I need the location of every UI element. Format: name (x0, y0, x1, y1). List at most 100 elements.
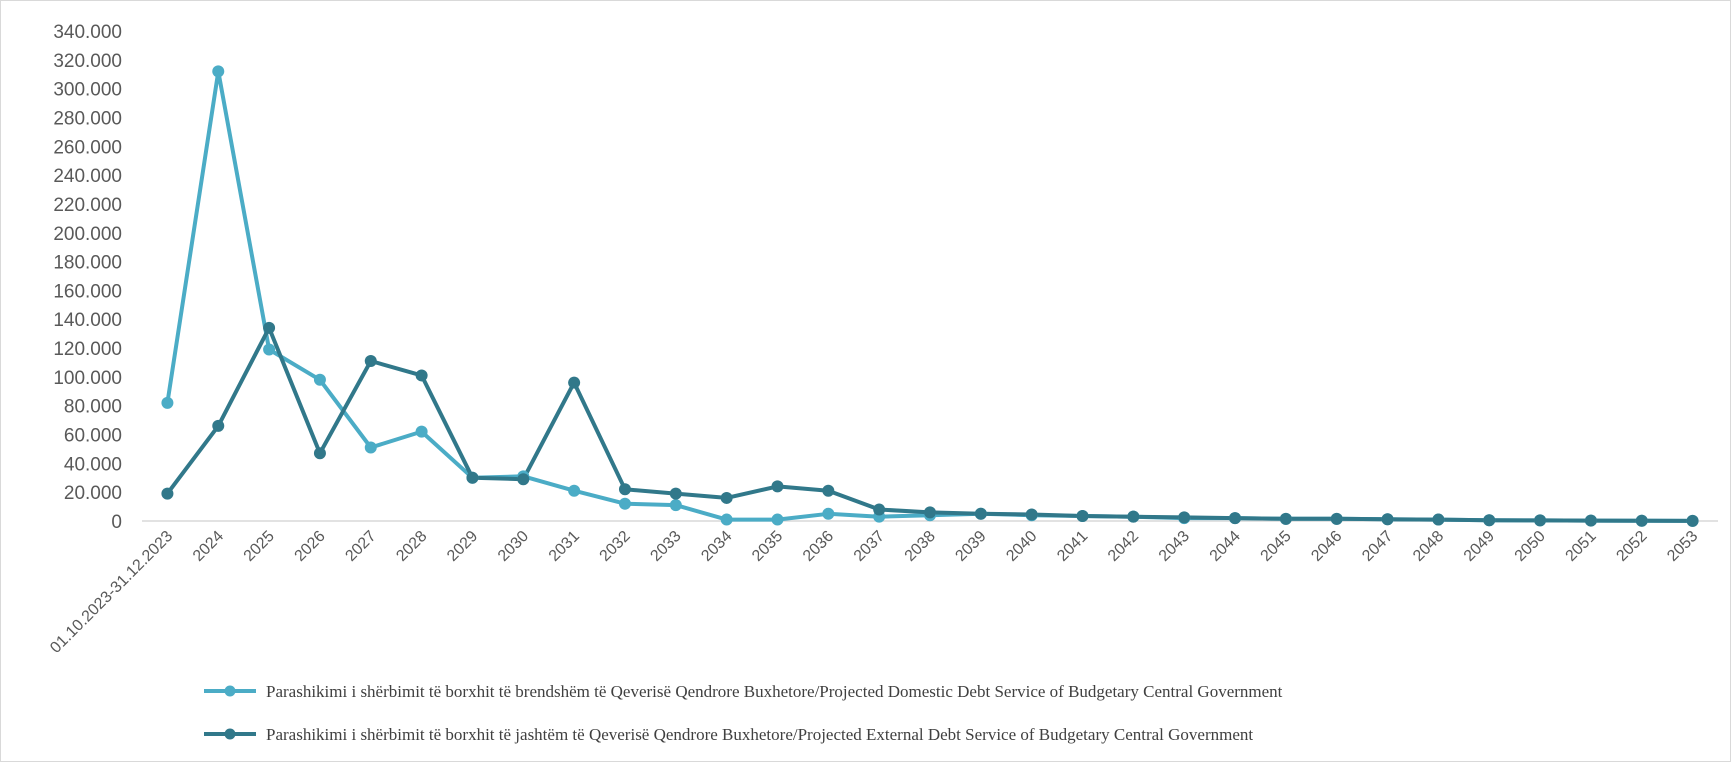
y-tick-label: 0 (111, 512, 122, 533)
y-tick-label: 160.000 (53, 281, 122, 302)
data-point-domestic (669, 499, 682, 512)
y-tick-label: 40.000 (64, 454, 122, 475)
y-tick-label: 140.000 (53, 310, 122, 331)
x-axis-ticks: 01.10.2023-31.12.2023 2024 2025 2026 2027 202… (47, 528, 1701, 657)
x-tick-label: 2048 (1410, 528, 1447, 565)
data-point-domestic (364, 441, 377, 454)
data-point-external (568, 376, 581, 389)
y-tick-label: 240.000 (53, 166, 122, 187)
x-tick-label: 2051 (1563, 528, 1600, 565)
x-tick-label: 2031 (546, 528, 583, 565)
x-tick-label: 2024 (190, 528, 227, 565)
x-tick-label: 2046 (1308, 528, 1345, 565)
x-tick-label: 2034 (698, 528, 735, 565)
y-tick-label: 60.000 (64, 426, 122, 447)
x-tick-label: 2044 (1207, 528, 1244, 565)
data-point-external (1229, 512, 1242, 525)
series-lines (165, 69, 1693, 523)
x-tick-label: 2026 (292, 528, 329, 565)
data-point-external (822, 484, 835, 497)
data-point-external (212, 419, 225, 432)
y-tick-label: 20.000 (64, 483, 122, 504)
data-point-external (1381, 513, 1394, 526)
data-point-external (924, 506, 936, 519)
x-tick-label: 2032 (597, 528, 634, 565)
data-point-domestic (161, 396, 174, 409)
legend-label-domestic: Parashikimi i shërbimit të borxhit të br… (266, 682, 1283, 701)
data-point-domestic (415, 425, 428, 438)
data-point-external (1686, 514, 1699, 527)
x-tick-label: 01.10.2023-31.12.2023 (47, 528, 176, 657)
x-tick-label: 2033 (647, 528, 684, 565)
data-point-domestic (263, 343, 276, 356)
data-point-external (1483, 514, 1496, 527)
data-point-external (1584, 514, 1597, 527)
y-tick-label: 340.000 (53, 22, 122, 43)
legend-marker-domestic (224, 685, 236, 697)
x-tick-label: 2030 (495, 528, 532, 565)
legend: Parashikimi i shërbimit të borxhit të br… (204, 682, 1283, 744)
y-tick-label: 180.000 (53, 253, 122, 274)
data-point-external (720, 491, 733, 504)
series-line-domestic (165, 69, 1693, 523)
data-point-domestic (568, 484, 581, 497)
x-tick-label: 2037 (851, 528, 888, 565)
x-tick-label: 2035 (749, 528, 786, 565)
data-point-external (466, 471, 479, 484)
x-tick-label: 2045 (1258, 528, 1295, 565)
y-tick-label: 220.000 (53, 195, 122, 216)
data-point-external (1534, 514, 1547, 527)
data-point-domestic (212, 65, 225, 78)
legend-marker-external (224, 728, 236, 740)
y-tick-label: 280.000 (53, 108, 122, 129)
data-point-external (974, 507, 987, 520)
x-tick-label: 2047 (1359, 528, 1396, 565)
data-point-external (263, 321, 276, 334)
x-tick-label: 2028 (393, 528, 430, 565)
data-point-external (1127, 510, 1140, 523)
data-point-external (517, 473, 530, 486)
x-tick-label: 2025 (241, 528, 278, 565)
data-point-domestic (313, 373, 326, 386)
x-tick-label: 2038 (902, 528, 939, 565)
data-point-external (1635, 514, 1648, 527)
x-tick-label: 2053 (1664, 528, 1701, 565)
y-axis-ticks: 0 20.000 40.000 60.000 80.000 100.000 120.000 1… (53, 22, 122, 533)
y-tick-label: 120.000 (53, 339, 122, 360)
y-tick-label: 200.000 (53, 224, 122, 245)
x-tick-label: 2041 (1054, 528, 1091, 565)
data-point-external (873, 503, 886, 516)
legend-item-external: Parashikimi i shërbimit të borxhit të ja… (204, 725, 1253, 744)
x-tick-label: 2029 (444, 528, 481, 565)
x-tick-label: 2042 (1105, 528, 1142, 565)
legend-label-external: Parashikimi i shërbimit të borxhit të ja… (266, 725, 1253, 744)
data-point-external (1330, 512, 1343, 525)
y-tick-label: 260.000 (53, 137, 122, 158)
x-tick-label: 2036 (800, 528, 837, 565)
data-point-external (415, 369, 428, 382)
data-point-domestic (822, 507, 835, 520)
legend-item-domestic: Parashikimi i shërbimit të borxhit të br… (204, 682, 1283, 701)
data-point-external (669, 487, 682, 500)
data-point-external (161, 487, 174, 500)
data-point-domestic (720, 513, 733, 526)
data-point-external (364, 355, 377, 368)
y-tick-label: 80.000 (64, 397, 122, 418)
x-tick-label: 2049 (1461, 528, 1498, 565)
data-point-external (771, 480, 784, 493)
x-tick-label: 2043 (1156, 528, 1193, 565)
x-tick-label: 2050 (1512, 528, 1549, 565)
y-tick-label: 300.000 (53, 80, 122, 101)
series-line-external (165, 325, 1693, 523)
data-point-external (1279, 512, 1292, 525)
x-tick-label: 2052 (1613, 528, 1650, 565)
data-point-external (1432, 513, 1445, 526)
series-points (161, 65, 1699, 527)
data-point-external (1025, 508, 1038, 521)
y-tick-label: 100.000 (53, 368, 122, 389)
data-point-external (618, 483, 631, 496)
data-point-external (1076, 509, 1089, 522)
data-point-domestic (618, 497, 631, 510)
data-point-domestic (771, 513, 784, 526)
